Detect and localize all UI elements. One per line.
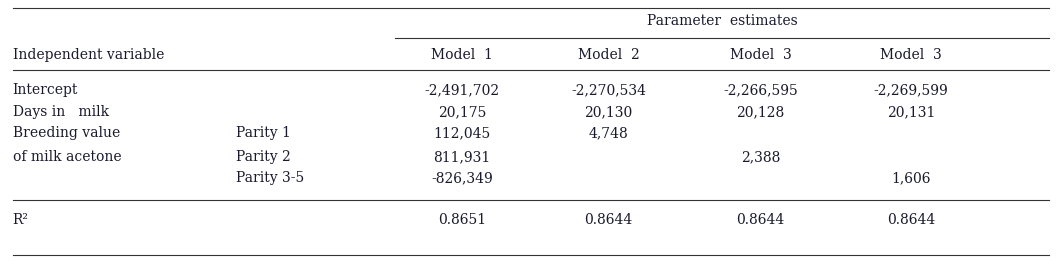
Text: Breeding value: Breeding value: [13, 126, 120, 140]
Text: 2,388: 2,388: [740, 150, 781, 164]
Text: R²: R²: [13, 213, 29, 227]
Text: Model  1: Model 1: [431, 48, 493, 62]
Text: Parity 1: Parity 1: [236, 126, 291, 140]
Text: Parameter  estimates: Parameter estimates: [647, 14, 798, 28]
Text: -2,270,534: -2,270,534: [571, 83, 646, 97]
Text: 4,748: 4,748: [588, 126, 629, 140]
Text: -826,349: -826,349: [431, 171, 493, 185]
Text: Days in   milk: Days in milk: [13, 105, 109, 119]
Text: 112,045: 112,045: [433, 126, 491, 140]
Text: 20,128: 20,128: [736, 105, 785, 119]
Text: Model  3: Model 3: [730, 48, 791, 62]
Text: Model  3: Model 3: [880, 48, 942, 62]
Text: 0.8644: 0.8644: [736, 213, 785, 227]
Text: 0.8644: 0.8644: [584, 213, 633, 227]
Text: -2,491,702: -2,491,702: [425, 83, 499, 97]
Text: 1,606: 1,606: [891, 171, 931, 185]
Text: Parity 3-5: Parity 3-5: [236, 171, 304, 185]
Text: Model  2: Model 2: [578, 48, 639, 62]
Text: Intercept: Intercept: [13, 83, 79, 97]
Text: 0.8651: 0.8651: [438, 213, 486, 227]
Text: 0.8644: 0.8644: [887, 213, 936, 227]
Text: 20,131: 20,131: [887, 105, 936, 119]
Text: 20,130: 20,130: [584, 105, 633, 119]
Text: Independent variable: Independent variable: [13, 48, 165, 62]
Text: -2,269,599: -2,269,599: [874, 83, 948, 97]
Text: Parity 2: Parity 2: [236, 150, 291, 164]
Text: 20,175: 20,175: [438, 105, 486, 119]
Text: of milk acetone: of milk acetone: [13, 150, 121, 164]
Text: -2,266,595: -2,266,595: [723, 83, 798, 97]
Text: 811,931: 811,931: [433, 150, 491, 164]
